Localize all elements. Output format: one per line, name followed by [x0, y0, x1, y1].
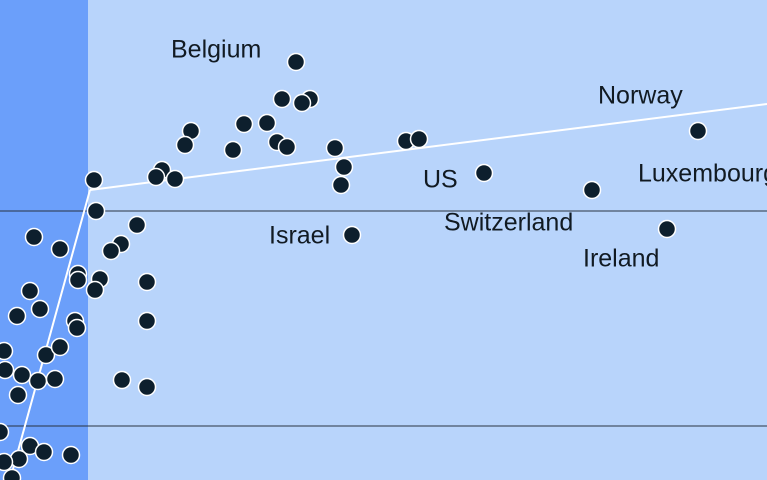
- point: [0, 360, 15, 380]
- trend-line: [89, 103, 767, 191]
- point: [331, 175, 351, 195]
- point: [112, 370, 132, 390]
- point: [67, 318, 87, 338]
- point: [101, 241, 121, 261]
- point: [474, 163, 494, 183]
- point: [277, 137, 297, 157]
- point: [292, 93, 312, 113]
- point: [86, 201, 106, 221]
- point: [85, 280, 105, 300]
- country-label: Ireland: [583, 245, 659, 273]
- highlight-band: [0, 0, 88, 480]
- point: [0, 341, 14, 361]
- point: [325, 138, 345, 158]
- point: [7, 306, 27, 326]
- point: [165, 169, 185, 189]
- point: [30, 299, 50, 319]
- point: [223, 140, 243, 160]
- point: [657, 219, 677, 239]
- point: [409, 129, 429, 149]
- point: [20, 281, 40, 301]
- point: [146, 167, 166, 187]
- labels: Belgium Norway US Luxembourg Switzerland Isra…: [171, 36, 767, 273]
- point: [50, 239, 70, 259]
- point: [28, 371, 48, 391]
- point: [36, 345, 56, 365]
- point: [68, 270, 88, 290]
- point: [137, 272, 157, 292]
- point: [61, 445, 81, 465]
- point: [234, 114, 254, 134]
- country-label: Belgium: [171, 36, 261, 64]
- country-label: Israel: [269, 222, 330, 250]
- point: [582, 180, 602, 200]
- point: [272, 89, 292, 109]
- point: [286, 52, 306, 72]
- point: [8, 385, 28, 405]
- country-label: Switzerland: [444, 209, 573, 237]
- point: [334, 157, 354, 177]
- point: [45, 369, 65, 389]
- trend-line: [9, 189, 91, 480]
- point: [175, 135, 195, 155]
- point: [342, 225, 362, 245]
- point: [127, 215, 147, 235]
- point: [12, 365, 32, 385]
- point: [137, 377, 157, 397]
- country-label: Luxembourg: [638, 160, 767, 188]
- points: [0, 52, 708, 480]
- point: [688, 121, 708, 141]
- point: [50, 337, 70, 357]
- point: [34, 442, 54, 462]
- country-label: Norway: [598, 82, 683, 110]
- country-label: US: [423, 166, 458, 194]
- point: [24, 227, 44, 247]
- point: [2, 468, 22, 480]
- point: [0, 452, 14, 472]
- point: [0, 422, 10, 442]
- point: [257, 113, 277, 133]
- point: [84, 170, 104, 190]
- point: [137, 311, 157, 331]
- point: [9, 449, 29, 469]
